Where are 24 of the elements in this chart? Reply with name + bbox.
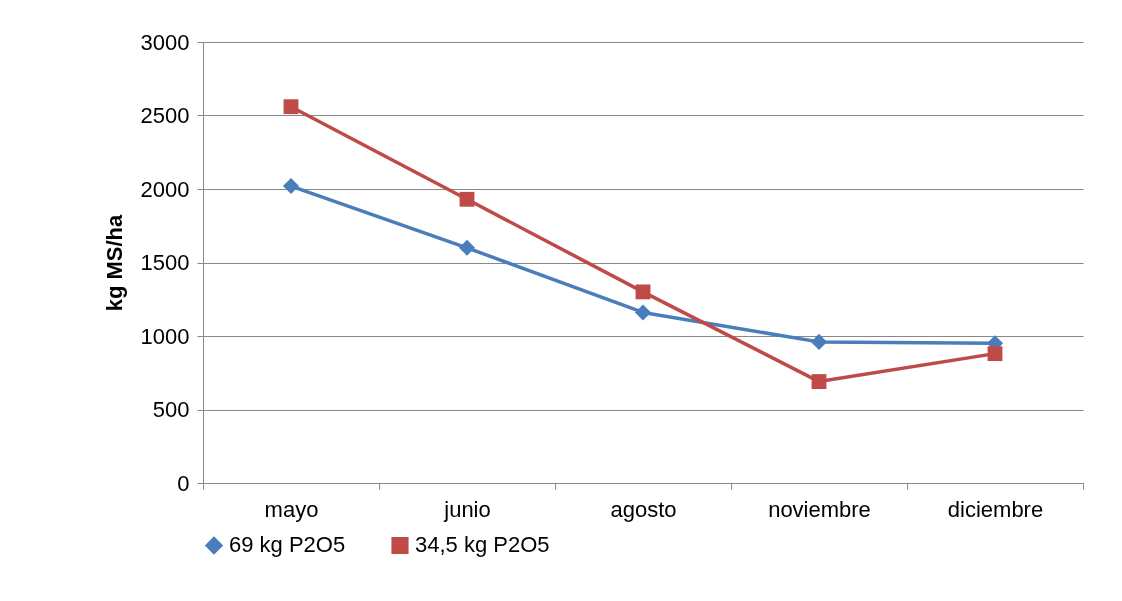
point [811,374,827,389]
x-tick-label: diciembre [947,496,1044,522]
x-tick-label: mayo [264,496,319,522]
y-tick-label: 2500 [140,103,190,128]
point [458,239,476,256]
y-axis-title: kg MS/ha [101,213,127,312]
y-tick-label: 1500 [140,250,190,275]
y-tick-label: 3000 [140,29,190,55]
point [282,178,300,195]
point [459,191,475,207]
y-tick-label: 2000 [140,176,190,202]
y-tick-label: 0 [177,470,190,496]
y-tick-label: 500 [152,397,190,422]
legend-label: 69 kg P2O5 [229,532,346,558]
point [635,284,651,300]
point [987,346,1003,362]
point [810,333,828,350]
legend-label: 34,5 kg P2O5 [415,532,550,558]
x-tick-label: agosto [610,496,677,522]
point [634,304,652,321]
x-tick-label: junio [443,496,491,522]
point [283,99,299,115]
y-tick-label: 1000 [140,323,190,349]
x-tick-label: noviembre [768,496,871,522]
